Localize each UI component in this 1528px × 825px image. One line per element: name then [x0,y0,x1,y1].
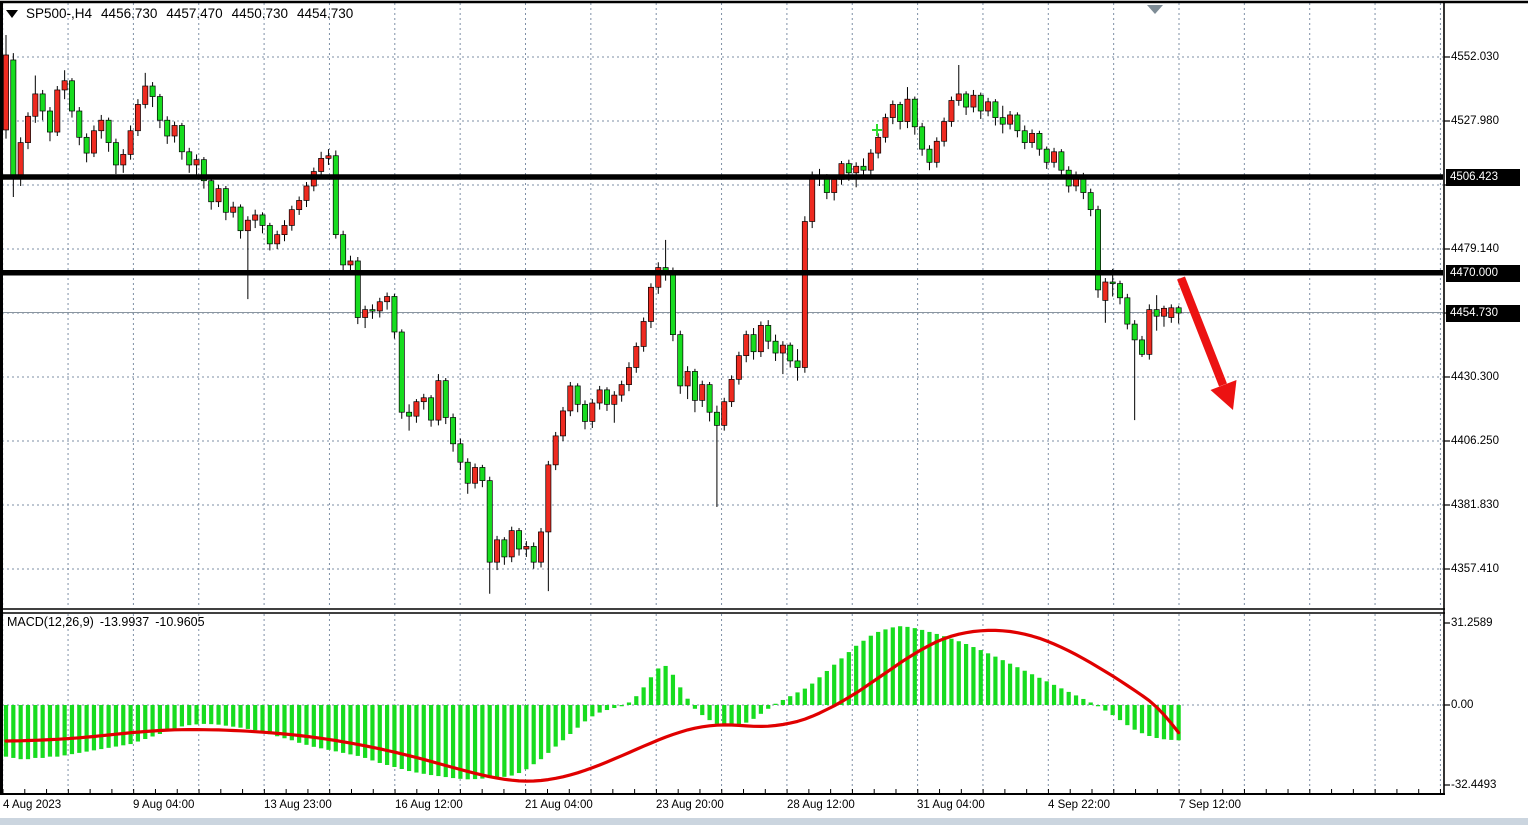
chart-title: SP500-,H4 4456.730 4457.470 4450.730 4454.73… [6,6,353,21]
time-axis-label: 4 Aug 2023 [3,799,62,811]
macd-name: MACD(12,26,9) [7,615,94,629]
macd-axis-label: 31.2589 [1451,617,1493,629]
macd-signal-line [4,628,1181,783]
macd-indicator-label: MACD(12,26,9) -13.9937 -10.9605 [7,615,205,629]
macd-histogram [3,626,1181,780]
time-axis-label: 21 Aug 04:00 [525,799,593,811]
ohlc-high: 4457.470 [166,6,223,21]
ohlc-close: 4454.730 [296,6,354,21]
price-axis-label: 4552.030 [1451,51,1499,63]
panel-borders [0,0,1528,795]
macd-axis-label: -32.4493 [1451,779,1497,791]
candlesticks [3,34,1182,594]
price-axis-label: 4357.410 [1451,563,1499,575]
price-axis-label: 4381.830 [1451,499,1499,511]
resistance-level-price-box: 4506.423 [1446,168,1520,186]
current-price-price-box: 4454.730 [1446,304,1520,322]
time-axis-label: 13 Aug 23:00 [264,799,332,811]
price-axis-label: 4527.980 [1451,115,1499,127]
time-axis-label: 31 Aug 04:00 [917,799,985,811]
symbol-period-label: SP500-,H4 [26,6,93,21]
macd-signal-value: -10.9605 [155,615,205,629]
price-axis-label: 4406.250 [1451,435,1499,447]
horizontal-level-lines[interactable] [2,174,1443,276]
support-level-price-box: 4470.000 [1446,264,1520,282]
price-axis-label: 4479.140 [1451,243,1499,255]
macd-axis-label: 0.00 [1451,699,1474,711]
trend-arrow[interactable] [1177,276,1237,410]
ohlc-open: 4456.730 [101,6,158,21]
axis-ticks [2,56,1450,794]
time-axis-label: 23 Aug 20:00 [656,799,724,811]
green-cross-marker [872,124,882,136]
ohlc-low: 4450.730 [231,6,288,21]
symbol-dropdown-icon[interactable] [6,10,18,19]
window-bottom-edge [0,818,1528,825]
time-axis-label: 28 Aug 12:00 [787,799,855,811]
price-axis-label: 4430.300 [1451,371,1499,383]
macd-value: -13.9937 [99,615,150,629]
time-axis-label: 16 Aug 12:00 [395,799,463,811]
chart-scroll-marker-icon [1147,5,1163,14]
time-axis-label: 9 Aug 04:00 [133,799,195,811]
time-axis-label: 4 Sep 22:00 [1048,799,1111,811]
time-axis-label: 7 Sep 12:00 [1179,799,1242,811]
